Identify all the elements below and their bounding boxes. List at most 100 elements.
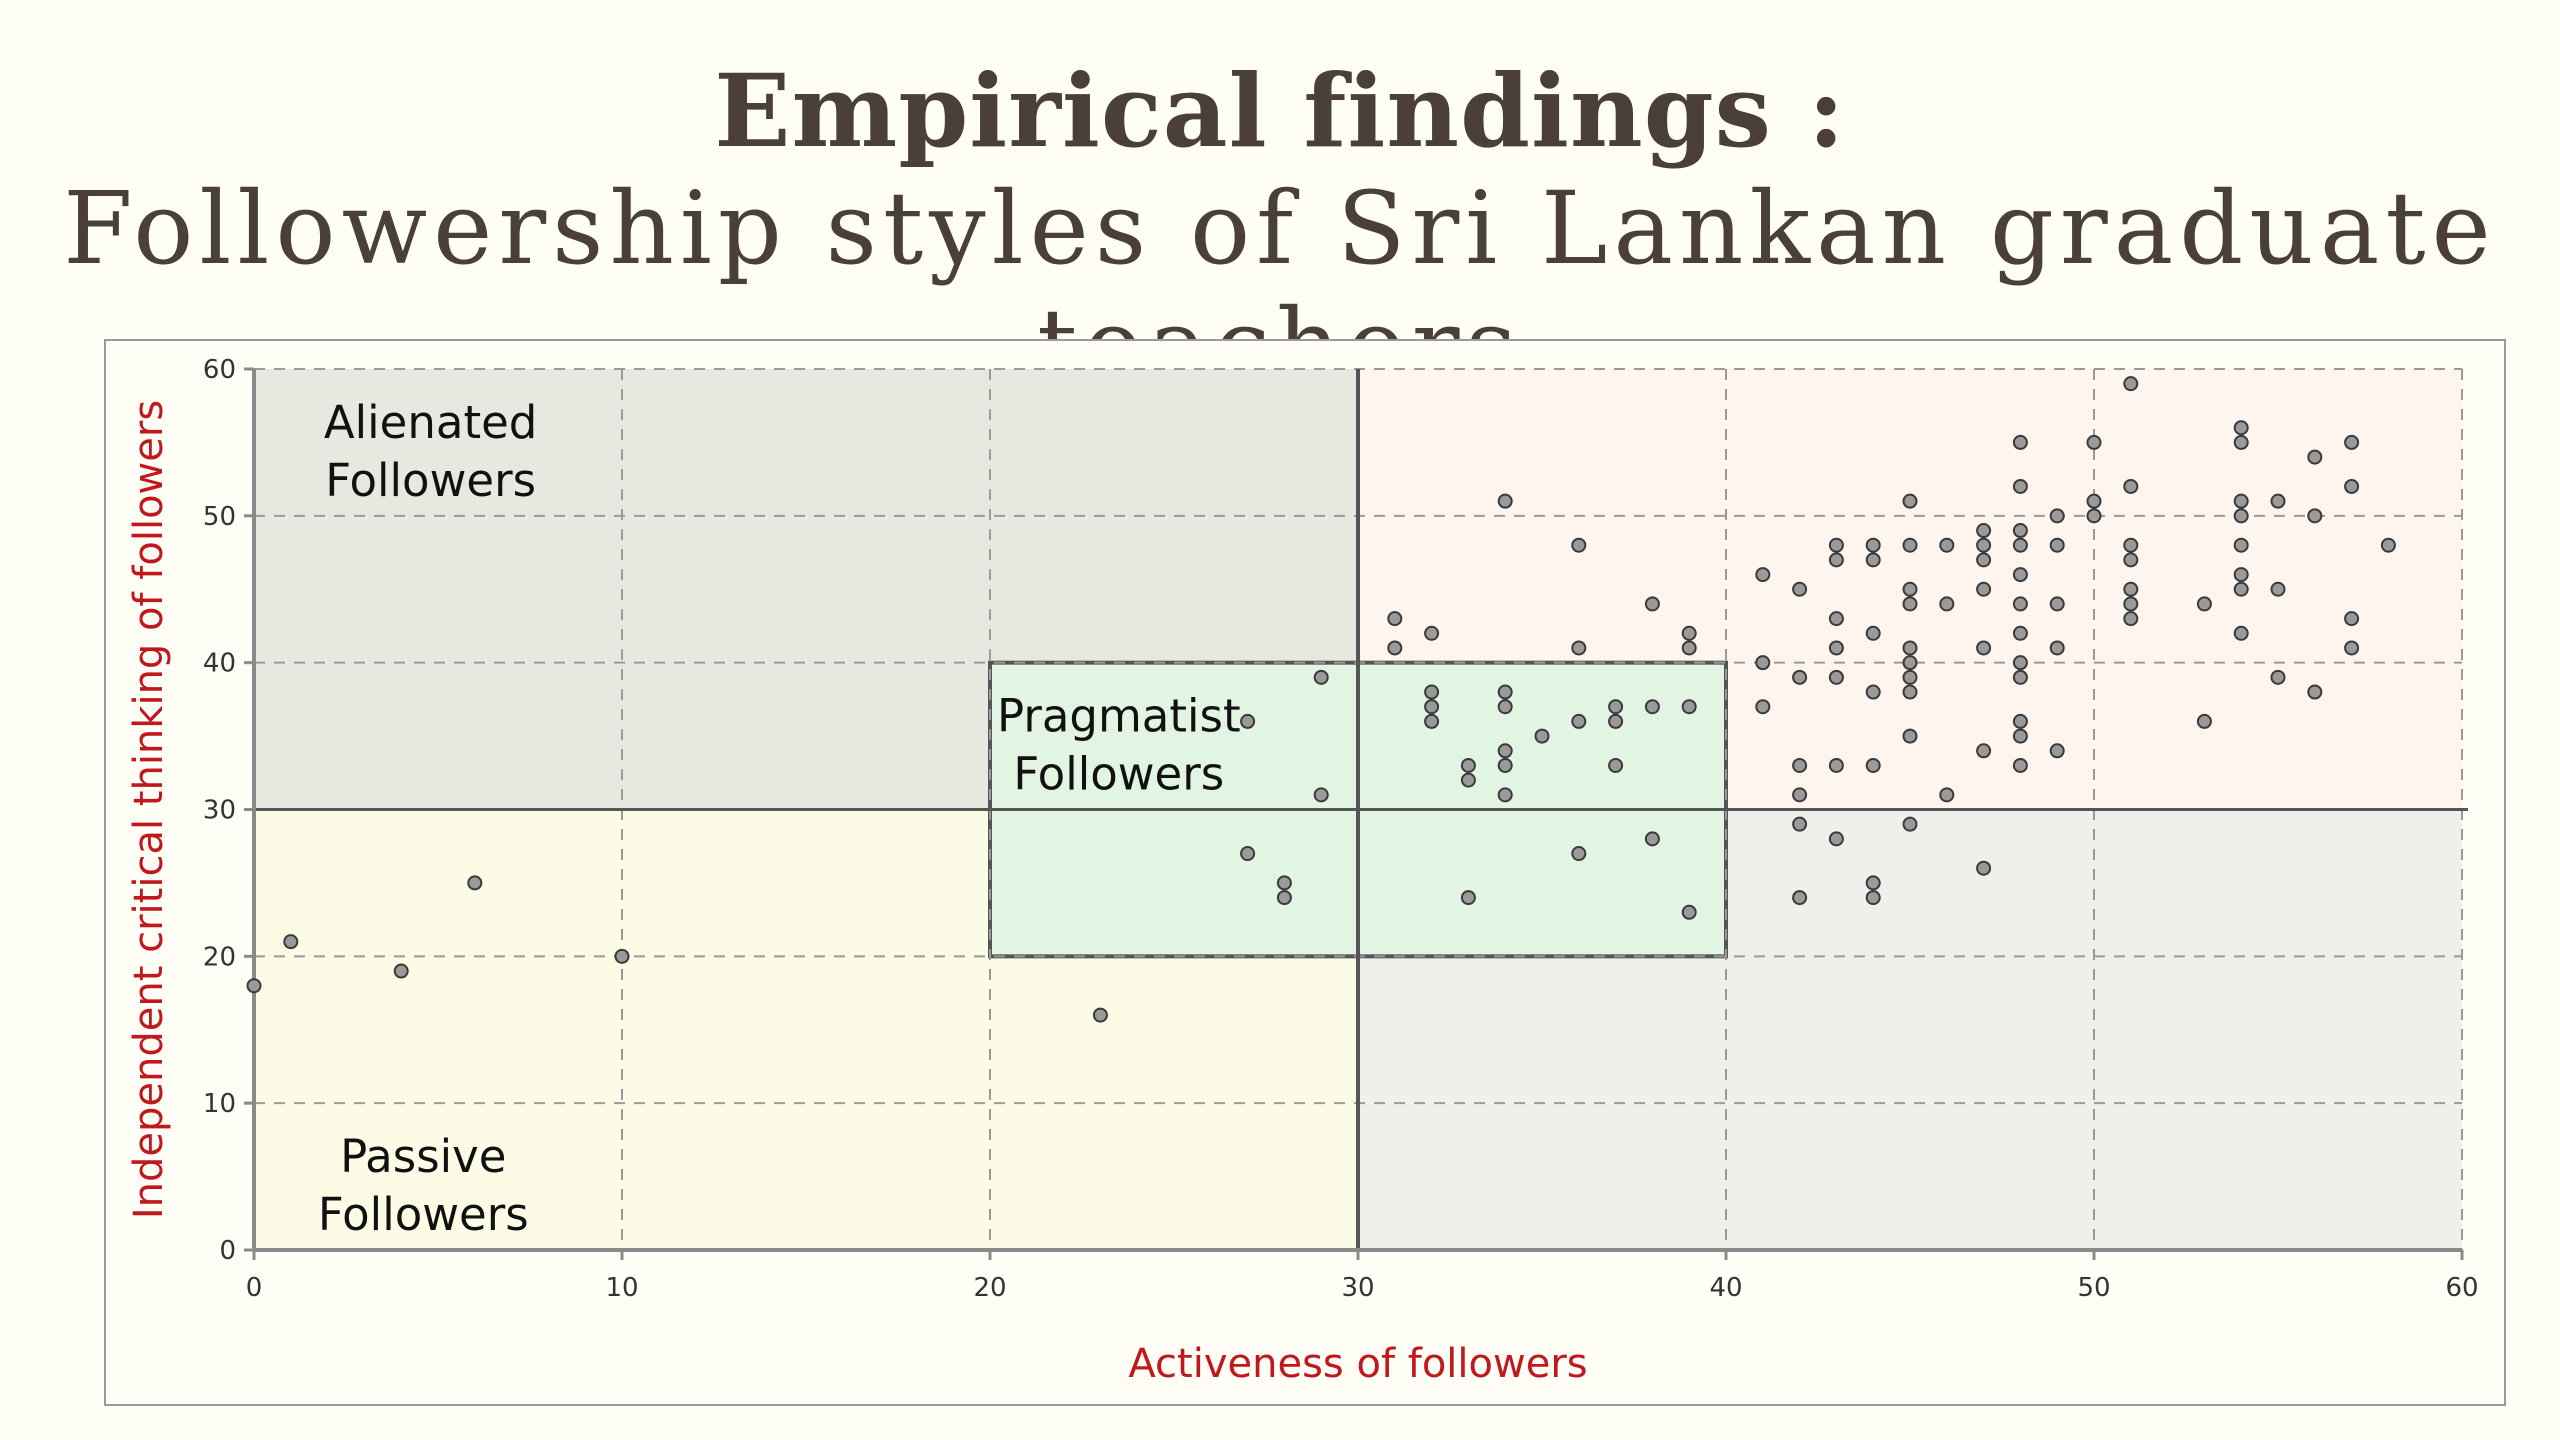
y-tick-label-6: 60 <box>203 355 236 385</box>
data-point-1 <box>283 934 299 950</box>
data-point-127 <box>2307 684 2323 700</box>
data-point-21 <box>1497 493 1513 509</box>
data-point-111 <box>2123 611 2139 627</box>
point-layer <box>246 376 2396 1023</box>
data-point-97 <box>2049 508 2065 524</box>
data-point-49 <box>1792 816 1808 832</box>
data-point-7 <box>1240 846 1256 862</box>
data-point-77 <box>1939 787 1955 803</box>
data-point-4 <box>614 948 630 964</box>
data-point-96 <box>2012 757 2028 773</box>
data-point-126 <box>2307 508 2323 524</box>
data-point-31 <box>1571 846 1587 862</box>
data-point-55 <box>1828 669 1844 685</box>
data-point-83 <box>1976 743 1992 759</box>
data-point-64 <box>1865 890 1881 906</box>
x-tick-label-1: 10 <box>605 1273 638 1303</box>
region-label-passive-0: Passive <box>340 1130 506 1183</box>
data-point-79 <box>1976 537 1992 553</box>
data-point-9 <box>1276 890 1292 906</box>
data-point-89 <box>2012 567 2028 583</box>
data-point-90 <box>2012 596 2028 612</box>
region-label-layer: AlienatedFollowersExemplaryFollowersPass… <box>318 396 1241 1241</box>
data-point-118 <box>2233 537 2249 553</box>
data-point-109 <box>2123 581 2139 597</box>
data-point-106 <box>2123 478 2139 494</box>
data-point-107 <box>2123 537 2139 553</box>
data-point-88 <box>2012 537 2028 553</box>
region-label-pragmatist-1: Followers <box>1013 748 1224 801</box>
data-point-128 <box>2344 434 2360 450</box>
x-tick-label-0: 0 <box>246 1273 263 1303</box>
data-point-82 <box>1976 640 1992 656</box>
data-point-94 <box>2012 713 2028 729</box>
data-point-100 <box>2049 640 2065 656</box>
data-point-72 <box>1902 684 1918 700</box>
data-point-119 <box>2233 567 2249 583</box>
data-point-87 <box>2012 523 2028 539</box>
data-point-101 <box>2049 743 2065 759</box>
data-point-123 <box>2270 581 2286 597</box>
data-point-108 <box>2123 552 2139 568</box>
tick-label-layer: 0 10 20 30 40 50 60 0 10 20 30 40 50 60 <box>203 355 2479 1303</box>
data-point-84 <box>1976 860 1992 876</box>
data-point-105 <box>2123 376 2139 392</box>
data-point-11 <box>1313 787 1329 803</box>
data-point-125 <box>2307 449 2323 465</box>
region-label-pragmatist-0: Pragmatist <box>997 690 1241 743</box>
data-point-45 <box>1792 581 1808 597</box>
x-tick-label-4: 40 <box>1709 1273 1742 1303</box>
data-point-122 <box>2270 493 2286 509</box>
data-point-26 <box>1497 787 1513 803</box>
data-point-74 <box>1902 816 1918 832</box>
data-point-110 <box>2123 596 2139 612</box>
data-point-66 <box>1902 537 1918 553</box>
data-point-124 <box>2270 669 2286 685</box>
data-point-18 <box>1460 757 1476 773</box>
data-point-41 <box>1681 904 1697 920</box>
data-point-98 <box>2049 537 2065 553</box>
data-point-104 <box>2086 508 2102 524</box>
page-title: Empirical findings : <box>714 52 1846 170</box>
data-point-99 <box>2049 596 2065 612</box>
data-point-81 <box>1976 581 1992 597</box>
y-tick-label-2: 20 <box>203 942 236 972</box>
axes-layer <box>244 367 2464 1260</box>
data-point-130 <box>2344 611 2360 627</box>
data-point-69 <box>1902 640 1918 656</box>
y-tick-label-5: 50 <box>203 502 236 532</box>
data-point-85 <box>2012 434 2028 450</box>
x-tick-label-2: 20 <box>973 1273 1006 1303</box>
data-point-27 <box>1534 728 1550 744</box>
data-point-32 <box>1608 699 1624 715</box>
data-point-131 <box>2344 640 2360 656</box>
data-point-75 <box>1939 537 1955 553</box>
data-point-61 <box>1865 684 1881 700</box>
data-point-44 <box>1755 699 1771 715</box>
data-point-52 <box>1828 552 1844 568</box>
data-point-0 <box>246 978 262 994</box>
data-point-47 <box>1792 757 1808 773</box>
data-point-5 <box>1092 1007 1108 1023</box>
data-point-14 <box>1424 625 1440 641</box>
data-point-37 <box>1644 831 1660 847</box>
data-point-117 <box>2233 508 2249 524</box>
data-point-12 <box>1387 611 1403 627</box>
data-point-25 <box>1497 757 1513 773</box>
data-point-50 <box>1792 890 1808 906</box>
data-point-116 <box>2233 493 2249 509</box>
data-point-129 <box>2344 478 2360 494</box>
data-point-33 <box>1608 713 1624 729</box>
region-label-alienated-1: Followers <box>325 454 536 507</box>
data-point-70 <box>1902 655 1918 671</box>
data-point-51 <box>1828 537 1844 553</box>
axis-title-layer: Activeness of followers Independent criti… <box>126 400 1588 1387</box>
divider-layer <box>254 369 2468 1250</box>
data-point-42 <box>1755 567 1771 583</box>
data-point-114 <box>2233 420 2249 436</box>
data-point-65 <box>1902 493 1918 509</box>
data-point-92 <box>2012 655 2028 671</box>
data-point-58 <box>1865 537 1881 553</box>
x-axis-title: Activeness of followers <box>1128 1341 1587 1387</box>
